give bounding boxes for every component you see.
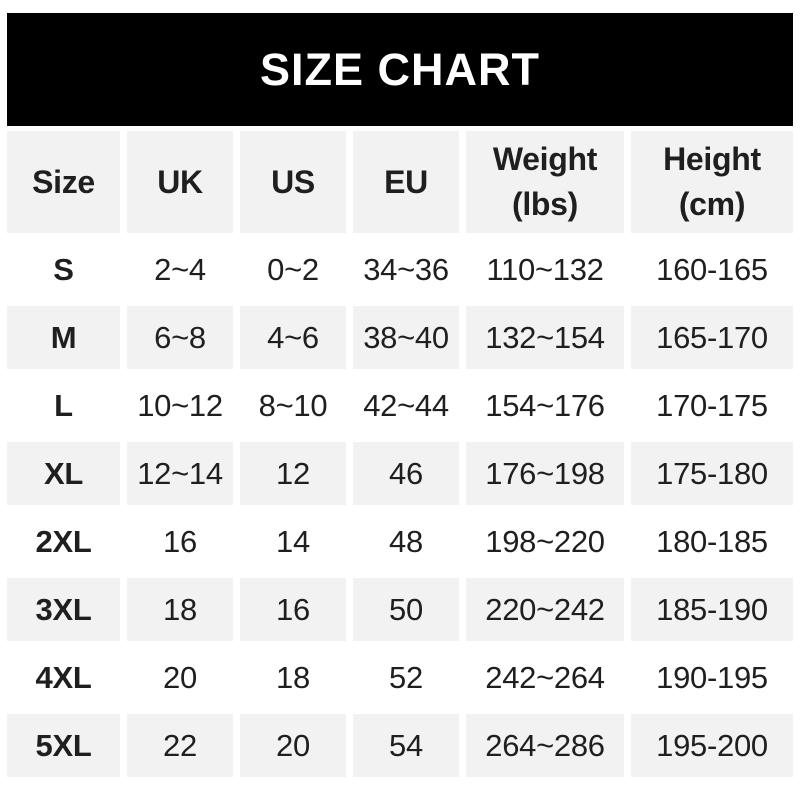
cell-us: 14 (240, 510, 346, 573)
cell-us: 4~6 (240, 306, 346, 369)
col-header-label: US (271, 163, 315, 200)
cell-uk: 2~4 (127, 238, 233, 301)
col-header-weight: Weight (lbs) (466, 131, 624, 233)
col-header-label: Size (32, 163, 95, 200)
table-row: M 6~8 4~6 38~40 132~154 165-170 (7, 306, 793, 369)
cell-weight: 264~286 (466, 714, 624, 777)
cell-size: L (7, 374, 120, 437)
col-header-label: UK (157, 163, 203, 200)
cell-weight: 110~132 (466, 238, 624, 301)
cell-weight: 220~242 (466, 578, 624, 641)
cell-us: 12 (240, 442, 346, 505)
cell-height: 185-190 (631, 578, 793, 641)
cell-us: 16 (240, 578, 346, 641)
page-title: SIZE CHART (260, 44, 540, 95)
cell-eu: 48 (353, 510, 459, 573)
cell-uk: 20 (127, 646, 233, 709)
cell-size: 3XL (7, 578, 120, 641)
table-row: 4XL 20 18 52 242~264 190-195 (7, 646, 793, 709)
table-row: 5XL 22 20 54 264~286 195-200 (7, 714, 793, 777)
col-header-label: EU (384, 163, 428, 200)
table-header-row: Size UK US EU Weight (lbs) (7, 131, 793, 233)
cell-uk: 10~12 (127, 374, 233, 437)
cell-uk: 12~14 (127, 442, 233, 505)
cell-eu: 50 (353, 578, 459, 641)
cell-size: 2XL (7, 510, 120, 573)
cell-eu: 42~44 (353, 374, 459, 437)
banner: SIZE CHART (7, 13, 793, 126)
col-header-size: Size (7, 131, 120, 233)
cell-height: 190-195 (631, 646, 793, 709)
cell-height: 165-170 (631, 306, 793, 369)
cell-weight: 176~198 (466, 442, 624, 505)
cell-weight: 154~176 (466, 374, 624, 437)
cell-us: 20 (240, 714, 346, 777)
cell-weight: 198~220 (466, 510, 624, 573)
col-header-sublabel: (cm) (678, 186, 746, 222)
col-header-height: Height (cm) (631, 131, 793, 233)
cell-uk: 6~8 (127, 306, 233, 369)
cell-height: 180-185 (631, 510, 793, 573)
table-row: L 10~12 8~10 42~44 154~176 170-175 (7, 374, 793, 437)
cell-size: S (7, 238, 120, 301)
col-header-label: Height (663, 141, 761, 178)
table-row: S 2~4 0~2 34~36 110~132 160-165 (7, 238, 793, 301)
size-table: Size UK US EU Weight (lbs) (0, 126, 800, 782)
col-header-eu: EU (353, 131, 459, 233)
cell-size: M (7, 306, 120, 369)
table-row: 3XL 18 16 50 220~242 185-190 (7, 578, 793, 641)
cell-size: 4XL (7, 646, 120, 709)
table-row: XL 12~14 12 46 176~198 175-180 (7, 442, 793, 505)
cell-uk: 16 (127, 510, 233, 573)
cell-size: 5XL (7, 714, 120, 777)
cell-eu: 34~36 (353, 238, 459, 301)
col-header-label: Weight (492, 141, 598, 178)
cell-eu: 52 (353, 646, 459, 709)
cell-uk: 18 (127, 578, 233, 641)
size-table-body: S 2~4 0~2 34~36 110~132 160-165 M 6~8 4~6 38~40 13… (7, 238, 793, 777)
col-header-uk: UK (127, 131, 233, 233)
cell-uk: 22 (127, 714, 233, 777)
cell-height: 170-175 (631, 374, 793, 437)
cell-weight: 132~154 (466, 306, 624, 369)
cell-eu: 46 (353, 442, 459, 505)
table-row: 2XL 16 14 48 198~220 180-185 (7, 510, 793, 573)
cell-size: XL (7, 442, 120, 505)
cell-height: 160-165 (631, 238, 793, 301)
cell-us: 8~10 (240, 374, 346, 437)
col-header-sublabel: (lbs) (511, 186, 579, 222)
cell-weight: 242~264 (466, 646, 624, 709)
cell-height: 195-200 (631, 714, 793, 777)
col-header-us: US (240, 131, 346, 233)
cell-us: 0~2 (240, 238, 346, 301)
cell-eu: 54 (353, 714, 459, 777)
cell-us: 18 (240, 646, 346, 709)
cell-height: 175-180 (631, 442, 793, 505)
cell-eu: 38~40 (353, 306, 459, 369)
